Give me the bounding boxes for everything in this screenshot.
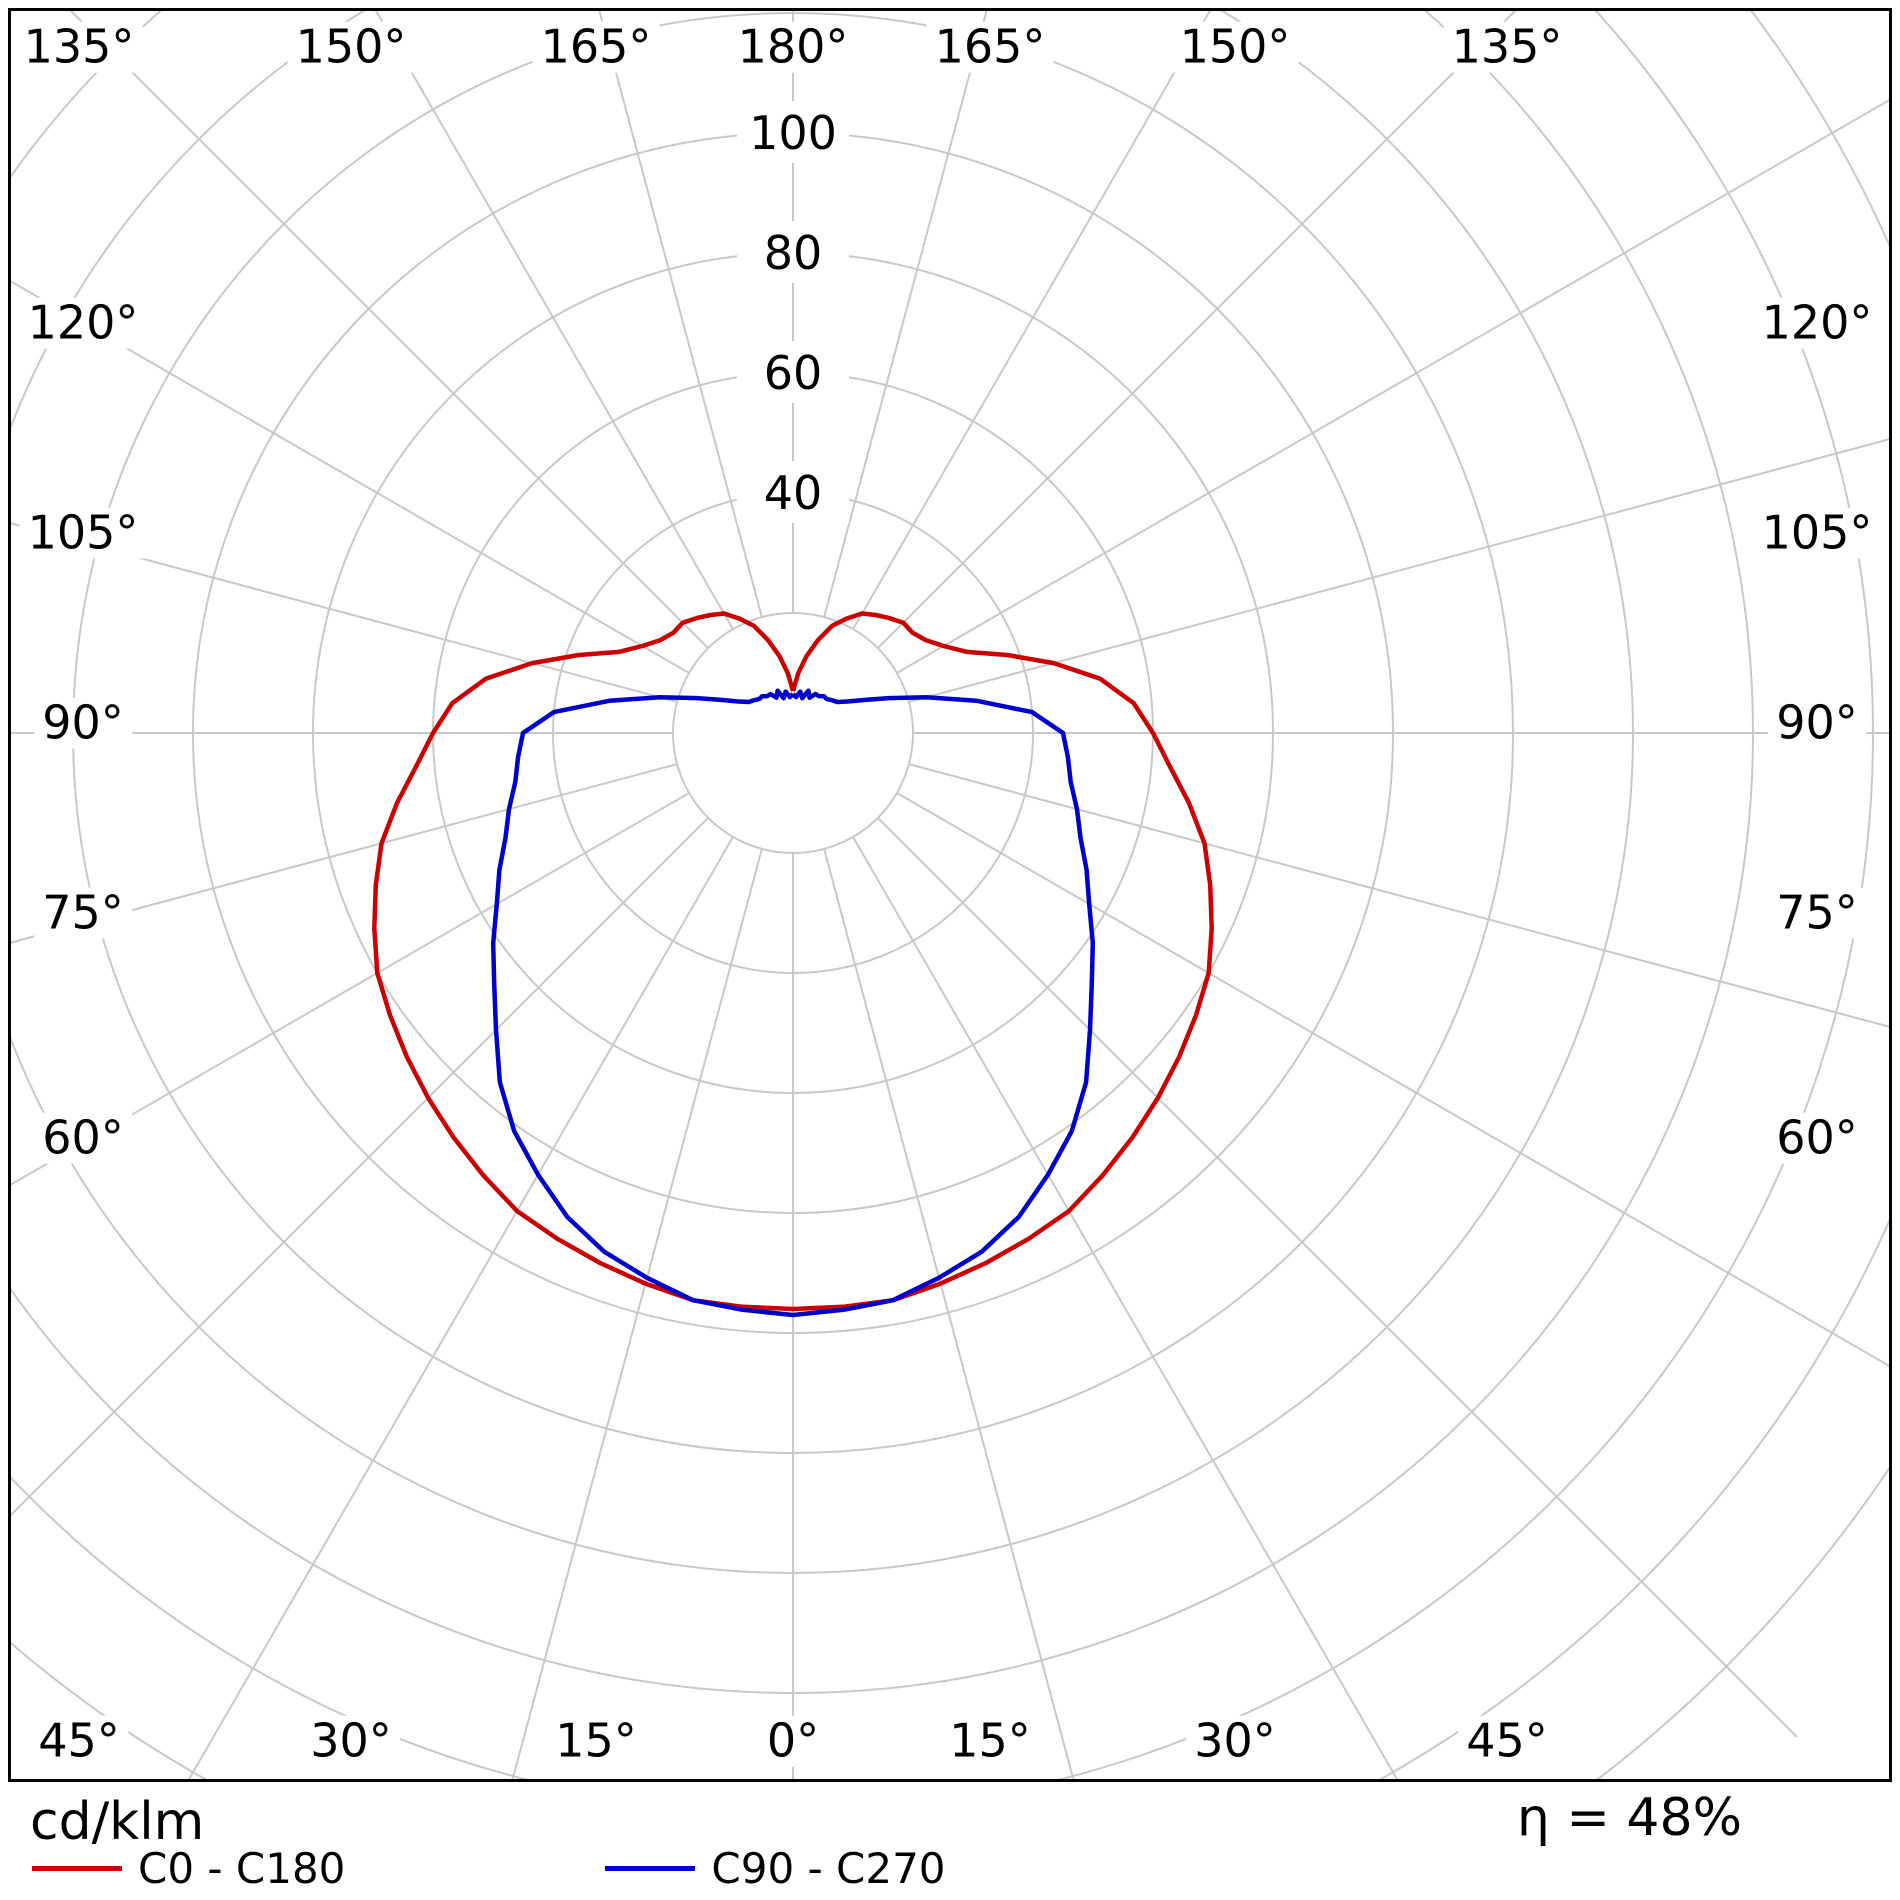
angle-label: 150° <box>287 22 415 73</box>
grid-circle <box>1596 1466 1889 1779</box>
radial-label-bg <box>737 461 849 523</box>
angle-label: 90° <box>34 698 132 749</box>
grid-ray <box>852 11 1211 630</box>
grid-ray <box>375 11 734 630</box>
angle-label: 105° <box>1753 508 1881 559</box>
legend-label-c0-c180: C0 - C180 <box>138 1844 346 1893</box>
grid-circle <box>11 11 1754 1694</box>
angle-label: 135° <box>15 22 143 73</box>
polar-chart-frame: 40 60 80 100 135° 150° 165° 180° 165° 150° 135° 45… <box>8 8 1892 1782</box>
grid-circle <box>11 11 1889 1779</box>
angle-label: 75° <box>34 888 132 939</box>
legend-item-c0-c180: C0 - C180 <box>32 1844 345 1893</box>
grid-ray <box>598 11 763 618</box>
grid-ray <box>877 817 1798 1738</box>
angle-label: 15° <box>941 1716 1039 1767</box>
grid-ray <box>823 848 1075 1779</box>
radial-label-bg <box>737 101 849 163</box>
angle-label: 120° <box>19 298 147 349</box>
angle-label: 90° <box>1768 698 1866 749</box>
legend-swatch-c90-c270 <box>605 1866 696 1871</box>
angle-label: 45° <box>30 1716 128 1767</box>
radial-label-bg <box>737 341 849 403</box>
angle-label: 180° <box>729 22 857 73</box>
angle-label: 75° <box>1768 888 1866 939</box>
legend-label-c90-c270: C90 - C270 <box>711 1844 946 1893</box>
curve-c90-c270 <box>490 688 1096 1318</box>
grid-ray <box>511 848 763 1779</box>
legend: C0 - C180 C90 - C270 <box>32 1844 946 1893</box>
angle-label: 150° <box>1171 22 1299 73</box>
grid-ray <box>69 11 709 649</box>
angle-label: 30° <box>302 1716 400 1767</box>
grid-ray <box>187 836 734 1779</box>
angle-label: 30° <box>1186 1716 1284 1767</box>
angle-label: 105° <box>19 508 147 559</box>
grid-circle <box>672 612 914 854</box>
radial-tick-label: 40 <box>764 466 823 520</box>
angle-label: 45° <box>1458 1716 1556 1767</box>
grid-ray <box>877 11 1517 649</box>
grid-ray <box>823 11 988 618</box>
angle-label: 0° <box>758 1716 828 1767</box>
grid-ray <box>908 763 1889 1028</box>
angle-label: 120° <box>1753 298 1881 349</box>
efficiency-label: η = 48% <box>1516 1788 1742 1848</box>
units-label: cd/klm <box>30 1792 205 1852</box>
grid-ray <box>896 99 1889 674</box>
legend-item-c90-c270: C90 - C270 <box>605 1844 946 1893</box>
curve-c0-c180 <box>372 611 1214 1312</box>
grid-ray <box>11 817 709 1517</box>
angle-label: 135° <box>1443 22 1571 73</box>
radial-tick-label: 100 <box>749 106 837 160</box>
radial-tick-label: 60 <box>764 346 823 400</box>
angle-label: 165° <box>532 22 660 73</box>
angle-label: 165° <box>926 22 1054 73</box>
radial-tick-label: 80 <box>764 226 823 280</box>
grid-ray <box>896 792 1889 1367</box>
polar-grid <box>11 11 1889 1779</box>
angle-label: 60° <box>34 1113 132 1164</box>
grid-ray <box>852 836 1399 1779</box>
legend-swatch-c0-c180 <box>32 1866 122 1871</box>
grid-ray <box>908 438 1889 703</box>
polar-chart: 40 60 80 100 <box>11 11 1889 1779</box>
angle-label: 15° <box>547 1716 645 1767</box>
angle-label: 60° <box>1768 1113 1866 1164</box>
radial-label-bg <box>737 221 849 283</box>
